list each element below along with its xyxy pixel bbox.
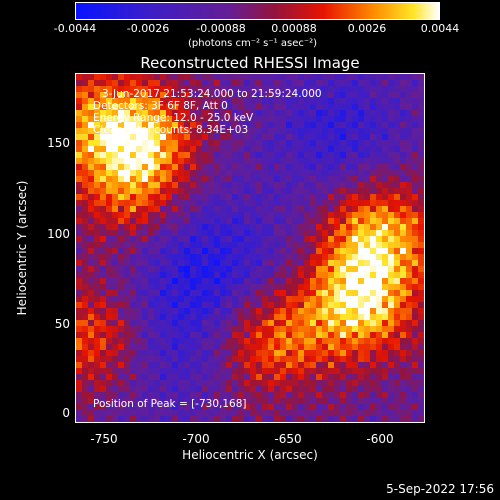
timestamp: 5-Sep-2022 17:56 <box>386 482 494 496</box>
annotation-method: Clean Total counts: 8.34E+03 <box>93 124 249 136</box>
colorbar-gradient <box>75 2 440 20</box>
y-tick-label: 150 <box>47 136 70 150</box>
x-tick-label: -750 <box>90 432 118 446</box>
rhessi-image-heatmap <box>76 74 424 422</box>
plot-frame <box>75 73 425 423</box>
colorbar-tick: -0.00088 <box>196 22 246 35</box>
x-tick-label: -650 <box>274 432 302 446</box>
y-tick-label: 50 <box>54 317 70 331</box>
x-axis-label: Heliocentric X (arcsec) <box>182 448 318 462</box>
colorbar-tick: -0.0026 <box>126 22 170 35</box>
y-tick-label: 0 <box>62 406 70 420</box>
annotation-detectors: Detectors: 3F 6F 8F, Att 0 <box>93 100 228 112</box>
colorbar <box>75 2 440 20</box>
colorbar-tick: 0.00088 <box>271 22 317 35</box>
annotation-time-range: 3-Jun-2017 21:53:24.000 to 21:59:24.000 <box>102 88 322 100</box>
annotation-energy: Energy Range: 12.0 - 25.0 keV <box>93 112 254 124</box>
x-tick-label: -700 <box>182 432 210 446</box>
annotation-peak: Position of Peak = [-730,168] <box>93 398 247 410</box>
y-tick-label: 100 <box>47 227 70 241</box>
colorbar-units: (photons cm⁻² s⁻¹ asec⁻²) <box>188 38 318 49</box>
x-tick-label: -600 <box>366 432 394 446</box>
colorbar-tick: -0.0044 <box>53 22 97 35</box>
colorbar-tick: 0.0044 <box>420 22 460 35</box>
chart-title: Reconstructed RHESSI Image <box>140 54 360 72</box>
y-axis-label: Heliocentric Y (arcsec) <box>15 180 29 316</box>
colorbar-tick: 0.0026 <box>347 22 387 35</box>
